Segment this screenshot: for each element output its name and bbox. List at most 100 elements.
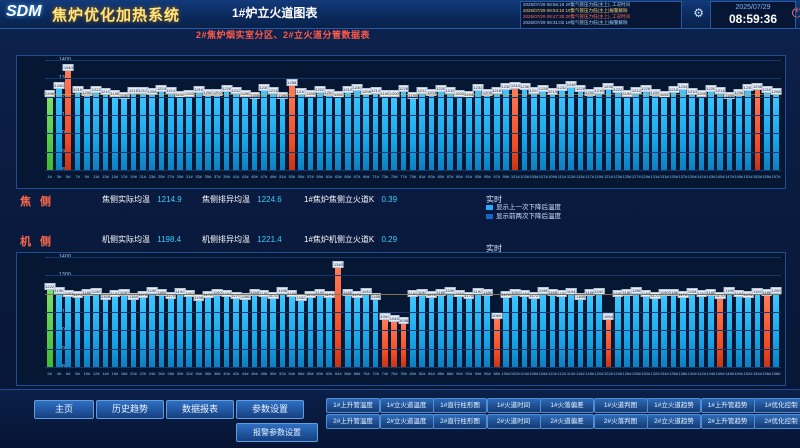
bar-column[interactable]: 1184: [286, 257, 298, 367]
gear-icon[interactable]: ⚙: [693, 6, 704, 20]
bar-column[interactable]: 1226: [398, 60, 409, 170]
function-button[interactable]: 2#上升管趋势: [700, 414, 755, 429]
x-tick-label: 88#: [446, 371, 454, 376]
bar-column[interactable]: 1182: [184, 257, 195, 367]
bar: [74, 93, 81, 170]
function-button[interactable]: 2#立火道温度: [379, 414, 434, 429]
bar: [270, 94, 277, 170]
bar-column[interactable]: 1236: [519, 60, 531, 170]
x-tick-label: 115#: [576, 174, 585, 179]
bar-value-label: 1226: [398, 84, 409, 92]
bar: [195, 93, 202, 170]
function-button[interactable]: 2#火道时间: [486, 414, 541, 429]
x-tick-label: 23#: [148, 174, 156, 179]
function-button[interactable]: 1#立火道温度: [379, 398, 434, 413]
function-button[interactable]: 2#火道偏差: [540, 414, 594, 429]
alarm-row: 2025/07/29 08:54:10 1#集气管压力低(主上)报警解除: [523, 8, 628, 13]
bar: [400, 323, 407, 367]
x-tick-label: 70#: [362, 371, 370, 376]
x-tick-label: 81#: [418, 174, 426, 179]
function-button[interactable]: 1#优化控制: [754, 398, 800, 413]
function-button[interactable]: 1#火道时间: [486, 398, 541, 413]
nav-alarm-params-button[interactable]: 报警参数设置: [236, 423, 318, 442]
bar-column[interactable]: 1216: [593, 60, 605, 170]
bar-column[interactable]: 1258: [286, 60, 298, 170]
bar-column[interactable]: 1188: [249, 60, 260, 170]
x-tick-label: 34#: [195, 371, 202, 376]
legend-item-2: 显示前两次下降后温度: [486, 212, 561, 221]
bar: [763, 296, 770, 367]
bar-column[interactable]: 1186: [482, 257, 493, 367]
x-tick-label: 108#: [538, 371, 548, 376]
bar: [586, 95, 593, 170]
x-tick-label: 150#: [734, 371, 744, 376]
function-button[interactable]: 2#火落判图: [593, 414, 648, 429]
bar-column[interactable]: 1202: [211, 60, 223, 170]
bar-column[interactable]: 1230: [351, 60, 363, 170]
bar-column[interactable]: 1170: [463, 257, 475, 367]
bar-column[interactable]: 1214: [165, 60, 177, 170]
function-button[interactable]: 2#直行柱形图: [433, 414, 487, 429]
bar-value-label: 1258: [286, 79, 298, 87]
bar-column[interactable]: 1172: [528, 257, 540, 367]
bar: [326, 298, 332, 367]
bar: [260, 91, 267, 170]
bar-column[interactable]: 1228: [640, 60, 652, 170]
bar-column[interactable]: 1240: [53, 60, 65, 170]
bar-column[interactable]: 1222: [612, 60, 624, 170]
x-tick-label: 94#: [474, 371, 482, 376]
bar-column[interactable]: 1166: [239, 257, 251, 367]
bar-column[interactable]: 1054: [602, 257, 614, 367]
function-button[interactable]: 2#立火道趋势: [647, 414, 701, 429]
bar: [279, 99, 286, 170]
x-tick-label: 140#: [687, 371, 697, 376]
bar-column[interactable]: 1222: [44, 257, 56, 367]
bar-column[interactable]: 1214: [714, 60, 726, 170]
coke-side-chart: 80090010001100120013001400 1196124013401…: [16, 55, 786, 189]
x-tick-label: 93#: [474, 174, 482, 179]
bar-column[interactable]: 1234: [677, 60, 689, 170]
bar-column[interactable]: 1232: [472, 60, 484, 170]
nav-params-button[interactable]: 参数设置: [236, 400, 304, 419]
function-button[interactable]: 1#上升管温度: [326, 398, 380, 413]
gridline: [45, 257, 781, 258]
bar-column[interactable]: 1172: [267, 257, 279, 367]
function-button[interactable]: 1#直行柱形图: [433, 398, 487, 413]
function-button[interactable]: 2#上升管温度: [326, 414, 380, 429]
legend-label-2: 显示前两次下降后温度: [496, 213, 561, 220]
x-tick-label: 27#: [167, 174, 175, 179]
bar-column[interactable]: 1170: [714, 257, 726, 367]
bar: [251, 295, 258, 367]
bar-column[interactable]: 1248: [565, 60, 577, 170]
gridline: [45, 60, 781, 61]
bar: [102, 94, 109, 170]
bar-column[interactable]: 1228: [575, 60, 586, 170]
bar-column[interactable]: 1170: [165, 257, 177, 367]
bar-column[interactable]: 1340: [332, 257, 344, 367]
x-tick-label: 53#: [288, 174, 296, 179]
bar: [111, 296, 118, 367]
coke-side-info: 焦 侧 焦侧实际均温 1214.9 焦侧排异均温 1224.6 1#焦炉焦侧立火…: [16, 191, 784, 220]
alarm-list[interactable]: 2025/07/29 08:56:18 2#集气管压力低(主上), 工况时间 2…: [520, 1, 682, 29]
bar-column[interactable]: 1206: [733, 60, 745, 170]
function-button[interactable]: 2#优化控制: [754, 414, 800, 429]
function-button[interactable]: 1#立火道趋势: [647, 398, 701, 413]
bar-column[interactable]: 1340: [62, 60, 74, 170]
bar-column[interactable]: 1186: [118, 60, 130, 170]
bar-column[interactable]: 1036: [398, 257, 409, 367]
function-button[interactable]: 1#火落偏差: [540, 398, 594, 413]
power-icon[interactable]: ⏻: [791, 5, 800, 20]
bar-column[interactable]: 1186: [277, 60, 288, 170]
bar-column[interactable]: 1214: [267, 60, 279, 170]
function-button[interactable]: 1#上升管趋势: [700, 398, 755, 413]
bar: [763, 93, 770, 170]
bar-value-label: 1186: [277, 92, 288, 100]
bar-value-label: 1248: [565, 80, 577, 88]
bar-column[interactable]: 1168: [370, 257, 381, 367]
bar-column[interactable]: 1204: [426, 60, 437, 170]
nav-home-button[interactable]: 主页: [34, 400, 94, 419]
nav-report-button[interactable]: 数据报表: [166, 400, 234, 419]
function-button[interactable]: 1#火道判图: [593, 398, 648, 413]
bar-column[interactable]: 1216: [491, 60, 503, 170]
nav-history-button[interactable]: 历史趋势: [96, 400, 164, 419]
